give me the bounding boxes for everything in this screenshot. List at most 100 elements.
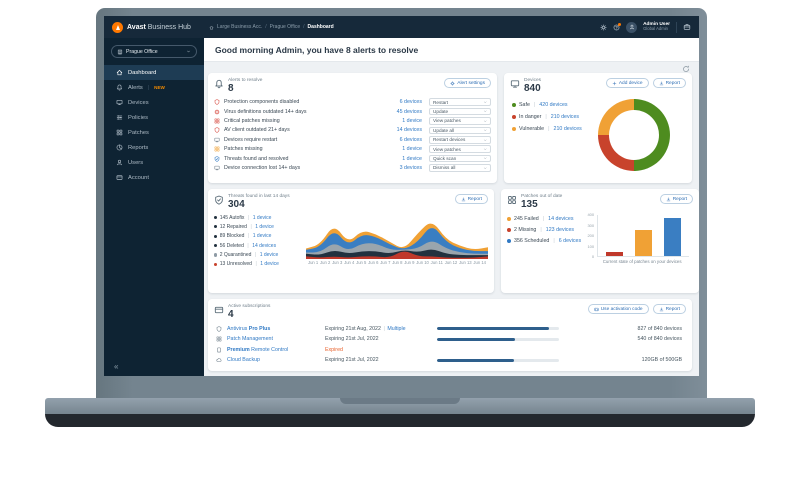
alert-action-select[interactable]: Restart devices <box>429 135 491 144</box>
grid-icon <box>508 196 516 204</box>
legend-device-link[interactable]: 1 device <box>259 252 279 259</box>
x-axis-tick-label: Jun 2 <box>320 260 331 266</box>
subscriptions-count: 4 <box>228 309 234 320</box>
alert-text: Patches missing <box>224 146 263 153</box>
org-selector-value: Prague Office <box>126 48 158 55</box>
subscription-usage: 120GB of 500GB <box>641 357 682 364</box>
chevdown-icon <box>483 129 486 132</box>
alert-device-count-link[interactable]: 14 devices <box>396 127 422 134</box>
legend-device-link[interactable]: 1 device <box>255 223 274 230</box>
legend-device-link[interactable]: 14 devices <box>252 242 277 249</box>
legend-device-link[interactable]: 1 device <box>260 261 279 268</box>
sidebar-item-dashboard[interactable]: Dashboard <box>104 65 204 80</box>
usage-progress-bar <box>437 327 559 331</box>
alert-device-count-link[interactable]: 1 device <box>402 155 422 162</box>
patches-report-button[interactable]: Report <box>659 194 694 204</box>
legend-device-link[interactable]: 210 devices <box>553 125 582 132</box>
subscription-name-link[interactable]: Antivirus Pro Plus <box>227 325 271 332</box>
use-activation-code-button[interactable]: Use activation code <box>587 304 649 314</box>
alert-device-count-link[interactable]: 1 device <box>402 146 422 153</box>
devices-card-title: Devices <box>524 78 542 83</box>
legend-device-link[interactable]: 1 device <box>252 233 272 240</box>
alert-action-select[interactable]: View patches <box>429 117 491 125</box>
legend-device-link[interactable]: 420 devices <box>539 101 568 108</box>
sidebar-item-label: Patches <box>128 129 149 136</box>
subscription-expiry: Expiring 21st Jul, 2022 <box>325 357 379 364</box>
legend-device-link[interactable]: 1 device <box>252 214 272 221</box>
brand-bold: Avast <box>127 23 146 31</box>
legend-device-link[interactable]: 123 devices <box>545 226 575 233</box>
code-icon <box>594 307 599 311</box>
alert-settings-button[interactable]: Alert settings <box>444 78 491 88</box>
sidebar-item-reports[interactable]: Reports <box>104 140 204 155</box>
multiple-link[interactable]: Multiple <box>387 325 406 332</box>
user-info[interactable]: Admin User Global Admin <box>643 22 670 32</box>
alert-text: AV client outdated 21+ days <box>224 127 290 134</box>
legend-dot <box>214 234 218 238</box>
alert-action-select[interactable]: Update all <box>429 126 491 135</box>
sidebar-item-patches[interactable]: Patches <box>104 125 204 140</box>
legend-dot <box>214 253 218 257</box>
bar-missing <box>606 252 624 256</box>
alert-action-select[interactable]: Quick scan <box>429 154 491 163</box>
legend-device-link[interactable]: 6 devices <box>558 237 582 244</box>
sidebar-collapse-button[interactable]: « <box>114 362 119 371</box>
legend-dot <box>512 102 516 107</box>
x-axis-tick-label: Jun 6 <box>368 260 379 266</box>
devices-legend-item: Vulnerable | 210 devices <box>512 126 582 132</box>
y-axis-tick-label: 100 <box>587 243 595 249</box>
alert-action-select[interactable]: Restart <box>429 98 491 106</box>
subscription-name-link[interactable]: Cloud Backup <box>227 357 260 364</box>
notifications-button[interactable] <box>613 22 622 31</box>
virus-icon <box>214 109 220 115</box>
download-icon <box>666 197 670 201</box>
brand-title: Avast Business Hub <box>127 24 191 31</box>
threats-report-button[interactable]: Report <box>454 194 488 204</box>
patches-icon <box>507 195 517 205</box>
alert-device-count-link[interactable]: 6 devices <box>399 99 422 106</box>
subscriptions-report-button[interactable]: Report <box>652 304 686 314</box>
alert-device-count-link[interactable]: 6 devices <box>399 136 422 143</box>
alert-row: Protection components disabled 6 devices R… <box>214 98 491 107</box>
alert-device-count-link[interactable]: 3 devices <box>399 164 422 171</box>
subscription-name-link[interactable]: Patch Management <box>227 336 273 343</box>
alert-action-select[interactable]: Update <box>429 107 491 116</box>
briefcase-icon[interactable] <box>683 23 691 31</box>
alert-device-count-link[interactable]: 45 devices <box>396 108 422 115</box>
sidebar-item-users[interactable]: Users <box>104 155 204 170</box>
subscription-rows: Antivirus Pro Plus Expiring 21st Aug, 202… <box>208 323 692 367</box>
grid-icon <box>216 336 222 342</box>
settings-gear-icon[interactable] <box>600 23 607 31</box>
patches-legend-item: 2 Missing | 123 devices <box>507 227 581 233</box>
subscription-name-link[interactable]: Premium Remote Control <box>227 346 289 353</box>
refresh-button[interactable] <box>682 60 690 78</box>
threats-legend-item: 145 Autofix | 1 device <box>214 215 306 221</box>
devices-report-button[interactable]: Report <box>652 78 686 88</box>
alert-action-select[interactable]: Dismiss all <box>429 164 491 172</box>
breadcrumb-item-site[interactable]: Prague Office <box>269 24 301 30</box>
monitor-icon <box>214 137 220 142</box>
sidebar-item-alerts[interactable]: Alerts | NEW <box>104 80 204 95</box>
user-icon <box>117 159 122 166</box>
threats-card-title: Threats found in last 14 days <box>228 194 290 199</box>
sidebar-item-policies[interactable]: Policies <box>104 110 204 125</box>
org-selector[interactable]: Prague Office <box>111 45 197 58</box>
credit-card-icon <box>214 305 224 315</box>
alert-row: Device connection lost 14+ days 3 devices… <box>214 163 491 172</box>
avatar[interactable] <box>626 21 638 33</box>
legend-device-link[interactable]: 14 devices <box>548 215 574 222</box>
sidebar-item-devices[interactable]: Devices <box>104 95 204 110</box>
breadcrumb-item-account[interactable]: Large Business Acc. <box>216 24 263 30</box>
y-axis-tick-label: 0 <box>591 254 595 259</box>
alert-device-count-link[interactable]: 1 device <box>402 117 422 124</box>
legend-device-link[interactable]: 210 devices <box>550 113 580 120</box>
devices-count: 840 <box>524 83 541 94</box>
alert-action-select[interactable]: View patches <box>429 145 491 153</box>
sidebar-item-account[interactable]: Account <box>104 170 204 185</box>
x-axis-tick-label: Jun 13 <box>459 260 472 266</box>
breadcrumb: Large Business Acc. / Prague Office / Da… <box>209 24 334 30</box>
alert-row: Virus definitions outdated 14+ days 45 de… <box>214 107 491 116</box>
patches-card: Patches out of date 135 Report 245 Faile… <box>501 189 699 293</box>
cloud-icon <box>216 358 222 362</box>
add-device-button[interactable]: Add device <box>605 78 649 88</box>
